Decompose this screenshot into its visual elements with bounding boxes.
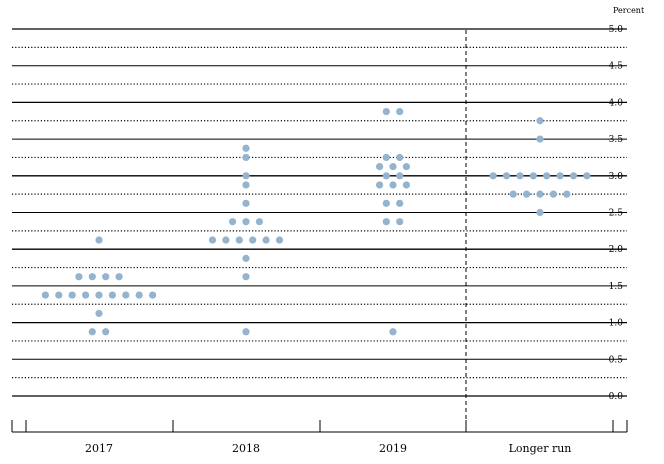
participant-dots: [41, 107, 591, 336]
participant-dot: [222, 236, 230, 244]
participant-dot: [249, 236, 257, 244]
y-tick-label: 3.0: [609, 172, 624, 182]
participant-dot: [382, 218, 390, 226]
participant-dot: [382, 172, 390, 180]
participant-dot: [229, 218, 237, 226]
participant-dot: [389, 181, 397, 189]
participant-dot: [95, 309, 103, 318]
participant-dot: [396, 107, 404, 116]
participant-dot: [95, 236, 103, 244]
participant-dot: [376, 163, 384, 171]
participant-dot: [242, 172, 250, 180]
participant-dot: [583, 172, 591, 180]
participant-dot: [509, 190, 517, 198]
participant-dot: [242, 144, 250, 152]
x-category-labels: 2017 2018 2019 Longer run: [85, 442, 571, 455]
participant-dot: [102, 328, 110, 336]
participant-dot: [382, 199, 390, 207]
participant-dot: [242, 254, 250, 262]
participant-dot: [389, 163, 397, 171]
participant-dot: [242, 273, 250, 281]
participant-dot: [68, 291, 76, 299]
participant-dot: [95, 291, 103, 299]
participant-dot: [543, 172, 551, 180]
participant-dot: [122, 291, 130, 299]
participant-dot: [135, 291, 143, 299]
participant-dot: [536, 190, 544, 198]
participant-dot: [208, 236, 217, 244]
participant-dot: [563, 190, 571, 198]
participant-dot: [536, 208, 544, 217]
participant-dot: [556, 172, 564, 180]
grid-lines: [12, 28, 627, 397]
participant-dot: [75, 273, 83, 281]
participant-dot: [382, 153, 390, 162]
participant-dot: [396, 172, 404, 180]
participant-dot: [41, 291, 50, 299]
unit-label: Percent: [613, 6, 645, 15]
y-tick-label: 2.0: [609, 245, 624, 255]
x-category-label: Longer run: [509, 442, 572, 455]
participant-dot: [235, 236, 243, 244]
y-tick-label: 3.5: [609, 135, 624, 145]
participant-dot: [55, 291, 63, 299]
participant-dot: [396, 153, 404, 162]
participant-dot: [569, 172, 578, 180]
participant-dot: [102, 273, 110, 281]
participant-dot: [382, 107, 390, 116]
y-tick-label: 0.0: [609, 392, 624, 402]
y-tick-label: 1.5: [609, 282, 624, 292]
participant-dot: [523, 190, 531, 198]
participant-dot: [255, 218, 263, 226]
participant-dot: [396, 218, 404, 226]
y-tick-label: 0.5: [609, 355, 624, 365]
participant-dot: [88, 328, 96, 336]
participant-dot: [242, 181, 250, 189]
y-tick-label: 4.0: [609, 98, 624, 108]
y-tick-label: 5.0: [609, 25, 624, 35]
participant-dot: [262, 236, 270, 244]
participant-dot: [402, 181, 410, 189]
x-category-label: 2018: [232, 442, 260, 455]
participant-dot: [402, 163, 410, 171]
participant-dot: [88, 273, 96, 281]
participant-dot: [549, 190, 558, 198]
x-axis: [11, 420, 628, 433]
y-tick-label: 2.5: [609, 209, 624, 219]
participant-dot: [242, 328, 250, 336]
x-category-label: 2017: [85, 442, 113, 455]
participant-dot: [115, 273, 123, 281]
participant-dot: [149, 291, 157, 299]
participant-dot: [82, 291, 90, 299]
participant-dot: [502, 172, 511, 180]
participant-dot: [376, 181, 384, 189]
participant-dot: [536, 117, 544, 125]
participant-dot: [242, 218, 250, 226]
participant-dot: [275, 236, 284, 244]
y-tick-label: 1.0: [609, 319, 624, 329]
x-category-label: 2019: [379, 442, 407, 455]
participant-dot: [389, 328, 397, 336]
participant-dot: [242, 153, 250, 162]
participant-dot: [396, 199, 404, 207]
participant-dot: [108, 291, 116, 299]
participant-dot: [536, 135, 544, 143]
participant-dot: [516, 172, 524, 180]
participant-dot: [489, 172, 497, 180]
y-tick-labels: 0.0 0.5 1.0 1.5 2.0 2.5 3.0 3.5 4.0 4.5 5.0: [609, 25, 624, 402]
participant-dot: [242, 199, 250, 207]
participant-dot: [529, 172, 537, 180]
y-tick-label: 4.5: [609, 62, 624, 72]
